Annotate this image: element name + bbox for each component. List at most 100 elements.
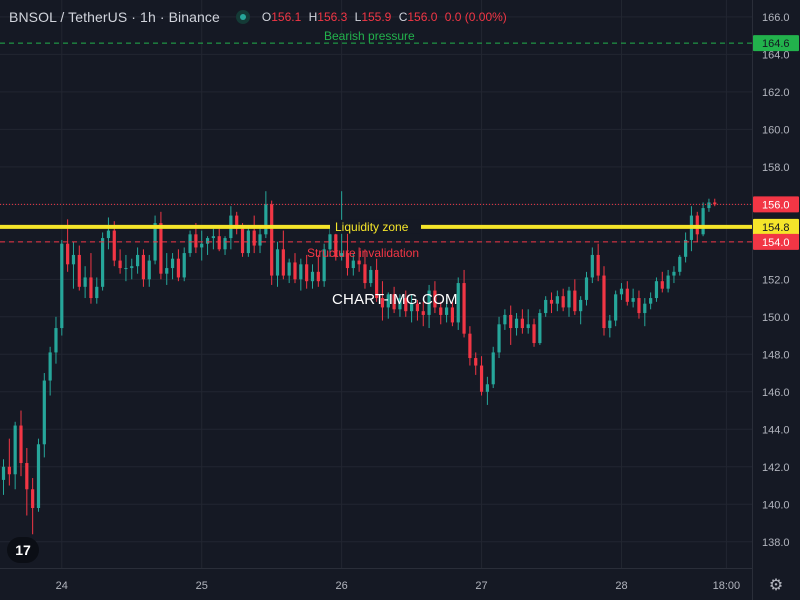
candle-body [357, 260, 361, 265]
symbol-title[interactable]: BNSOL / TetherUS · 1h · Binance [9, 9, 220, 25]
candle-body [316, 271, 320, 282]
candle [275, 241, 280, 287]
candle-body [293, 262, 297, 280]
price-tick-label: 164.0 [762, 49, 790, 61]
price-axis[interactable]: 138.0 140.0 142.0 144.0 146.0 148.0 150.0 152.0… [752, 0, 800, 600]
price-tag-bg [753, 233, 799, 250]
price-tick-label: 148.0 [762, 349, 790, 361]
candle [538, 309, 542, 345]
candle [584, 271, 589, 306]
candle-body [182, 253, 186, 278]
candle-body [520, 318, 524, 329]
candle-body [474, 358, 478, 366]
candle-body [270, 204, 274, 276]
candle-body [375, 269, 379, 299]
candle-body [392, 294, 396, 310]
candle-body [54, 328, 58, 353]
candle-body [538, 313, 542, 344]
candle [71, 241, 76, 289]
candle-body [631, 298, 635, 302]
candle [427, 284, 431, 329]
candle-body [170, 258, 175, 269]
candle [153, 215, 157, 265]
tradingview-logo-icon[interactable]: 17 [7, 537, 39, 563]
candle-body [555, 296, 559, 304]
candle-body [602, 275, 606, 329]
candle [631, 288, 635, 308]
candle-body [643, 303, 647, 314]
candle [410, 294, 414, 323]
candle-body [135, 254, 140, 267]
candle-body [619, 288, 624, 295]
candle [305, 254, 309, 289]
price-tag-bg [753, 218, 799, 235]
candle [363, 249, 367, 289]
low-label: L [354, 10, 362, 24]
price-tag-bg [753, 35, 799, 52]
candle-body [456, 283, 460, 323]
candle-body [561, 296, 565, 308]
candle [170, 253, 175, 280]
candle [392, 286, 396, 314]
candle [165, 253, 169, 285]
candle [357, 247, 361, 272]
candle [433, 281, 437, 314]
candle-body [596, 254, 600, 276]
candle-body [25, 463, 29, 490]
time-axis[interactable]: 24 25 26 27 28 18:00 [0, 568, 752, 600]
candle-body [217, 236, 221, 250]
price-tag-label: 154.8 [762, 222, 790, 234]
candle [147, 254, 151, 287]
candle [293, 253, 297, 284]
candle-body [101, 238, 105, 287]
price-tick-label: 144.0 [762, 424, 790, 436]
price-tick-label: 140.0 [762, 499, 790, 511]
candle-body [194, 234, 198, 248]
candle-body [421, 311, 425, 315]
close-value: 156.0 [407, 10, 438, 24]
candle-body [310, 271, 315, 282]
candle [462, 269, 466, 338]
candle-body [514, 318, 519, 329]
candle [310, 264, 315, 289]
candle [561, 288, 565, 312]
candle [468, 326, 472, 366]
candle-body [415, 303, 420, 312]
candle [614, 290, 618, 327]
low-value: 155.9 [361, 10, 392, 24]
candle [573, 279, 577, 315]
legend-header: BNSOL / TetherUS · 1h · Binance O156.1 H… [9, 8, 511, 26]
candle [106, 217, 111, 250]
candle-body [567, 290, 571, 308]
candle-body [573, 290, 577, 312]
candle-body [590, 254, 594, 278]
candle [351, 253, 355, 276]
candle [205, 236, 210, 255]
time-tick-label: 26 [336, 580, 348, 592]
open-value: 156.1 [271, 10, 302, 24]
candle-body [526, 324, 530, 329]
candle-body [106, 230, 111, 239]
candles [1, 191, 717, 535]
candle-body [211, 236, 215, 239]
candle [596, 243, 600, 282]
time-tick-label: 24 [56, 580, 68, 592]
candle [281, 230, 285, 280]
candle [672, 266, 676, 284]
candle-body [200, 243, 204, 248]
candle-body [584, 277, 589, 300]
candle [270, 200, 274, 285]
candle [625, 281, 629, 306]
candle [375, 258, 379, 302]
candle [1, 459, 6, 495]
candle [684, 232, 688, 263]
candle-body [71, 254, 76, 265]
gear-icon[interactable]: ⚙ [768, 577, 784, 594]
candle-body [299, 264, 303, 280]
close-label: C [398, 10, 408, 24]
candle [130, 258, 134, 280]
candle-body [31, 489, 35, 509]
candle-body [649, 298, 653, 304]
candle-body [42, 380, 46, 445]
